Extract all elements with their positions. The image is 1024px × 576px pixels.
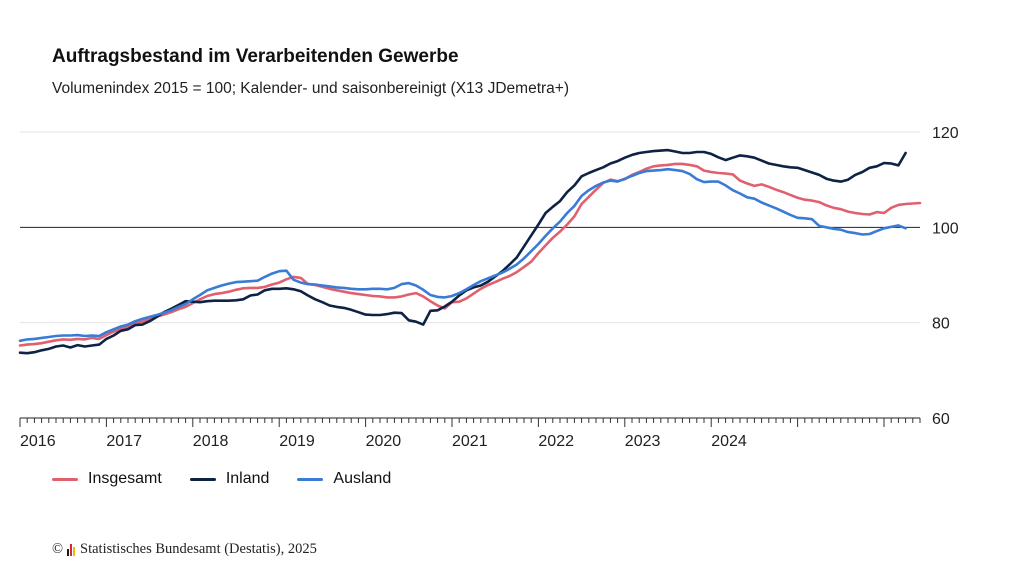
legend-swatch-inland (189, 477, 216, 481)
legend-swatch-ausland (297, 477, 324, 481)
y-tick-label-60: 60 (932, 411, 950, 428)
series-line-ausland (18, 167, 907, 343)
x-tick-label-2020: 2020 (366, 433, 402, 450)
chart-title: Auftragsbestand im Verarbeitenden Gewerb… (52, 46, 459, 67)
x-tick-label-2022: 2022 (538, 433, 574, 450)
x-tick-label-2017: 2017 (106, 433, 142, 450)
footer-source: © Statistisches Bundesamt (Destatis), 20… (52, 541, 317, 558)
y-tick-label-100: 100 (932, 220, 959, 237)
x-tick-label-2024: 2024 (711, 433, 747, 450)
legend-label-inland: Inland (225, 470, 270, 487)
legend: Insgesamt Inland Ausland (52, 470, 391, 488)
legend-item-ausland[interactable]: Ausland (297, 470, 391, 488)
x-tick-label-2019: 2019 (279, 433, 315, 450)
legend-item-inland[interactable]: Inland (189, 470, 270, 488)
y-tick-label-120: 120 (932, 125, 959, 142)
x-tick-label-2023: 2023 (625, 433, 661, 450)
legend-item-insgesamt[interactable]: Insgesamt (52, 470, 162, 488)
destatis-logo-icon (67, 543, 76, 556)
legend-label-ausland: Ausland (333, 470, 392, 487)
legend-label-insgesamt: Insgesamt (88, 470, 162, 487)
x-tick-label-2018: 2018 (193, 433, 229, 450)
chart-subtitle: Volumenindex 2015 = 100; Kalender- und s… (52, 80, 569, 97)
series-line-insgesamt (18, 162, 922, 347)
x-tick-label-2021: 2021 (452, 433, 488, 450)
legend-swatch-insgesamt (52, 477, 78, 481)
source-text: Statistisches Bundesamt (Destatis), 2025 (80, 541, 317, 557)
y-tick-label-80: 80 (932, 316, 950, 333)
copyright-symbol: © (52, 541, 64, 557)
x-tick-label-2016: 2016 (20, 433, 56, 450)
